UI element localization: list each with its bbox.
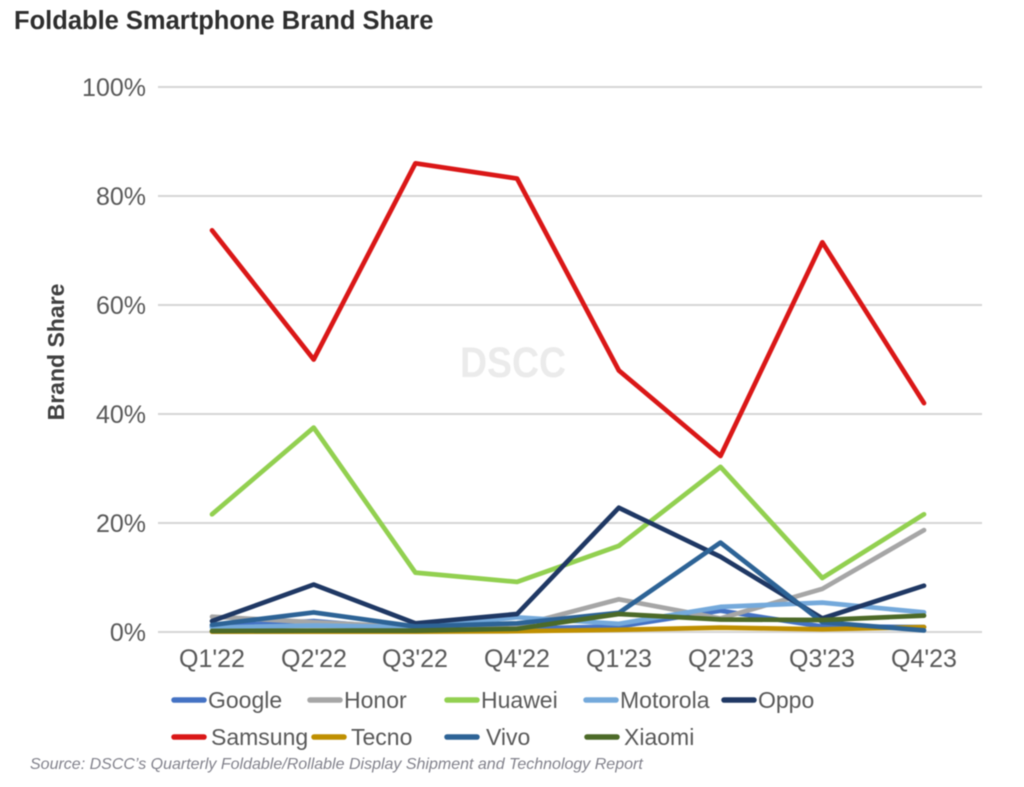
svg-text:Q3'22: Q3'22 bbox=[382, 645, 448, 673]
svg-text:Q1'22: Q1'22 bbox=[179, 645, 245, 673]
svg-text:Motorola: Motorola bbox=[620, 687, 710, 713]
svg-text:Oppo: Oppo bbox=[758, 687, 814, 713]
svg-text:0%: 0% bbox=[110, 619, 146, 647]
svg-text:Honor: Honor bbox=[344, 687, 407, 713]
svg-text:100%: 100% bbox=[82, 74, 146, 102]
svg-text:DSCC: DSCC bbox=[460, 339, 566, 387]
svg-text:Q4'22: Q4'22 bbox=[484, 645, 550, 673]
svg-text:Foldable Smartphone Brand Shar: Foldable Smartphone Brand Share bbox=[14, 7, 433, 35]
svg-text:Xiaomi: Xiaomi bbox=[624, 724, 694, 750]
svg-text:Vivo: Vivo bbox=[486, 724, 530, 750]
svg-text:Huawei: Huawei bbox=[481, 687, 558, 713]
svg-text:40%: 40% bbox=[96, 401, 146, 429]
svg-text:Q2'22: Q2'22 bbox=[281, 645, 347, 673]
svg-text:Tecno: Tecno bbox=[351, 724, 412, 750]
svg-text:Q3'23: Q3'23 bbox=[789, 645, 855, 673]
svg-text:60%: 60% bbox=[96, 292, 146, 320]
svg-text:Q4'23: Q4'23 bbox=[891, 645, 957, 673]
svg-text:20%: 20% bbox=[96, 510, 146, 538]
svg-text:Q2'23: Q2'23 bbox=[688, 645, 754, 673]
svg-text:Source: DSCC’s Quarterly Folda: Source: DSCC’s Quarterly Foldable/Rollab… bbox=[30, 756, 643, 773]
svg-text:Q1'23: Q1'23 bbox=[586, 645, 652, 673]
svg-text:Samsung: Samsung bbox=[211, 724, 308, 750]
svg-text:Brand Share: Brand Share bbox=[43, 284, 69, 421]
svg-text:80%: 80% bbox=[96, 183, 146, 211]
svg-text:Google: Google bbox=[208, 687, 282, 713]
